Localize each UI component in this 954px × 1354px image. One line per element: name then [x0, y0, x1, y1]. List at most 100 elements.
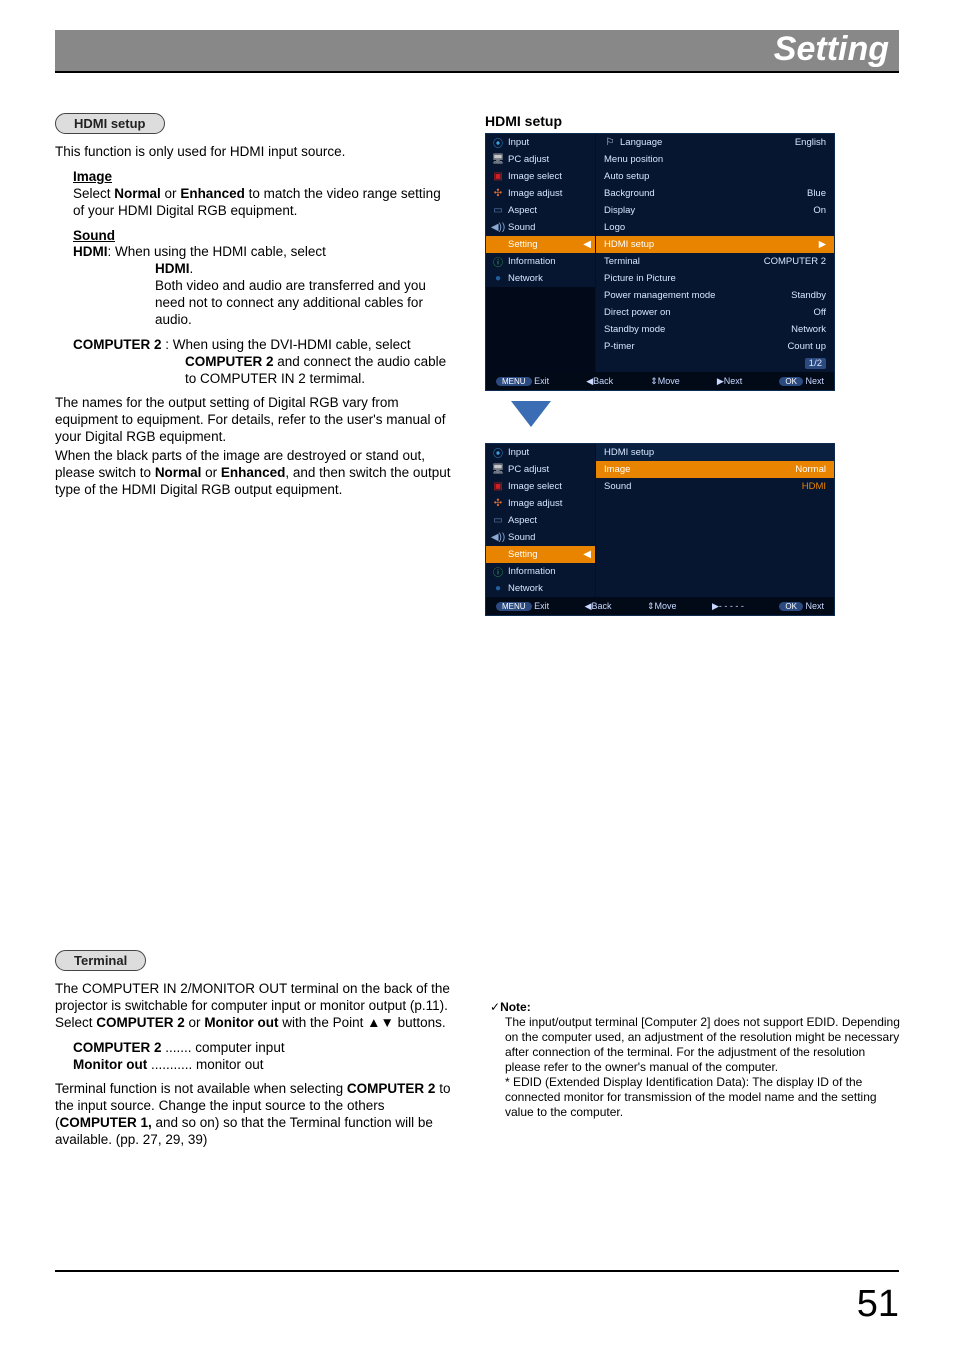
t: HDMI	[155, 261, 190, 276]
computer2-option-cont: COMPUTER 2 and connect the audio cable t…	[185, 354, 455, 388]
t: .	[190, 261, 194, 276]
sound-icon: ◀))	[492, 532, 504, 544]
sidebar-item-setting[interactable]: Setting	[508, 239, 538, 250]
footer-next: - - - - -	[719, 601, 744, 611]
osd-main-value: English	[795, 137, 826, 148]
sidebar-item-pc-adjust[interactable]: PC adjust	[508, 464, 549, 475]
hdmi-setup-pill: HDMI setup	[55, 113, 165, 134]
sidebar-item-sound[interactable]: Sound	[508, 532, 535, 543]
hdmi-intro-text: This function is only used for HDMI inpu…	[55, 144, 455, 161]
image-heading: Image	[73, 169, 455, 186]
sidebar-item-information[interactable]: Information	[508, 566, 556, 577]
note-heading: ✓Note:	[490, 1000, 900, 1015]
sound-icon: ◀))	[492, 222, 504, 234]
hdmi-setup-title: HDMI setup	[485, 113, 899, 129]
aspect-icon: ▭	[492, 515, 504, 527]
terminal-para1: The COMPUTER IN 2/MONITOR OUT terminal o…	[55, 981, 455, 1032]
sidebar-item-image-adjust[interactable]: Image adjust	[508, 188, 562, 199]
t: : When using the HDMI cable, select	[108, 244, 326, 259]
footer-next-icon: ▶	[712, 601, 719, 611]
t: COMPUTER 2	[96, 1015, 185, 1030]
osd-main-value: 1/2	[805, 358, 826, 369]
footer-ok: Next	[805, 376, 824, 386]
sidebar-item-setting[interactable]: Setting	[508, 549, 538, 560]
osd-screenshot-2: ⦿InputHDMI setup🖥PC adjustImageNormal▣Im…	[485, 443, 835, 616]
sound-heading: Sound	[73, 228, 455, 245]
footer-back: Back	[591, 601, 611, 611]
t: Normal	[155, 465, 202, 480]
sidebar-item-pc-adjust[interactable]: PC adjust	[508, 154, 549, 165]
osd-main-value: Standby	[791, 290, 826, 301]
sidebar-item-information[interactable]: Information	[508, 256, 556, 267]
osd-main-label[interactable]: Power management mode	[604, 290, 715, 301]
input-icon: ⦿	[492, 447, 504, 459]
osd-main-label[interactable]: Logo	[604, 222, 625, 233]
osd2-title: HDMI setup	[604, 447, 654, 458]
footer-move-icon: ⇕	[650, 376, 658, 386]
osd-main-label[interactable]: Image	[604, 464, 630, 475]
t: Normal	[114, 186, 161, 201]
osd-main-label[interactable]: Standby mode	[604, 324, 665, 335]
osd-main-label[interactable]: Language	[620, 137, 662, 148]
osd-main-value: Network	[791, 324, 826, 335]
osd-main-label[interactable]: Terminal	[604, 256, 640, 267]
osd-main-value: ▶	[819, 239, 826, 250]
t: Monitor out	[73, 1057, 147, 1072]
osd-main-label[interactable]: Auto setup	[604, 171, 649, 182]
sidebar-item-sound[interactable]: Sound	[508, 222, 535, 233]
sidebar-item-image-select[interactable]: Image select	[508, 481, 562, 492]
t: : When using the DVI-HDMI cable, select	[162, 337, 411, 352]
sidebar-item-aspect[interactable]: Aspect	[508, 205, 537, 216]
t: Monitor out	[204, 1015, 278, 1030]
footer-next-icon: ▶	[717, 376, 724, 386]
osd-main-label[interactable]: Picture in Picture	[604, 273, 676, 284]
caret-left-icon: ◀	[583, 239, 591, 250]
image-adjust-icon: ✣	[492, 498, 504, 510]
sidebar-item-image-adjust[interactable]: Image adjust	[508, 498, 562, 509]
sidebar-item-network[interactable]: Network	[508, 273, 543, 284]
t: Enhanced	[221, 465, 286, 480]
sidebar-item-input[interactable]: Input	[508, 447, 529, 458]
pc-adjust-icon: 🖥	[492, 154, 504, 166]
network-icon: ●	[492, 273, 504, 285]
sidebar-item-network[interactable]: Network	[508, 583, 543, 594]
osd-main-label[interactable]: P-timer	[604, 341, 635, 352]
osd-main-label[interactable]: Sound	[604, 481, 631, 492]
osd-main-value: COMPUTER 2	[764, 256, 826, 267]
osd-main-label[interactable]: Background	[604, 188, 655, 199]
aspect-icon: ▭	[492, 205, 504, 217]
osd-main-label[interactable]: Menu position	[604, 154, 663, 165]
information-icon: ⓘ	[492, 256, 504, 268]
t: ........... monitor out	[147, 1057, 263, 1072]
terminal-para2: Terminal function is not available when …	[55, 1081, 455, 1149]
footer-ok: Next	[805, 601, 824, 611]
t: or	[185, 1015, 205, 1030]
footer-ok-key: OK	[779, 602, 803, 611]
sidebar-item-image-select[interactable]: Image select	[508, 171, 562, 182]
terminal-pill: Terminal	[55, 950, 146, 971]
image-select-icon: ▣	[492, 171, 504, 183]
osd-main-value: Blue	[807, 188, 826, 199]
hdmi-option-desc: Both video and audio are transferred and…	[155, 278, 455, 329]
input-icon: ⦿	[492, 137, 504, 149]
osd-main-label[interactable]: HDMI setup	[604, 239, 654, 250]
osd-main-label[interactable]: Direct power on	[604, 307, 671, 318]
sidebar-item-aspect[interactable]: Aspect	[508, 515, 537, 526]
t: Enhanced	[180, 186, 245, 201]
footer-move: Move	[655, 601, 677, 611]
black-paragraph: When the black parts of the image are de…	[55, 448, 455, 499]
main-row-icon: ⚐	[604, 137, 616, 149]
osd-main-label[interactable]: Display	[604, 205, 635, 216]
hdmi-option-cont: HDMI.	[155, 261, 455, 278]
osd-main-value: Off	[814, 307, 827, 318]
t: COMPUTER 2	[347, 1081, 436, 1096]
network-icon: ●	[492, 583, 504, 595]
sidebar-item-input[interactable]: Input	[508, 137, 529, 148]
terminal-list: COMPUTER 2 ....... computer input Monito…	[73, 1040, 455, 1074]
hdmi-option: HDMI: When using the HDMI cable, select	[73, 244, 455, 261]
note-star: * EDID (Extended Display Identification …	[505, 1075, 900, 1120]
setting-icon: ⚙	[492, 239, 504, 251]
t: Select	[73, 186, 114, 201]
footer-exit-key: MENU	[496, 602, 532, 611]
page-number: 51	[857, 1283, 899, 1326]
